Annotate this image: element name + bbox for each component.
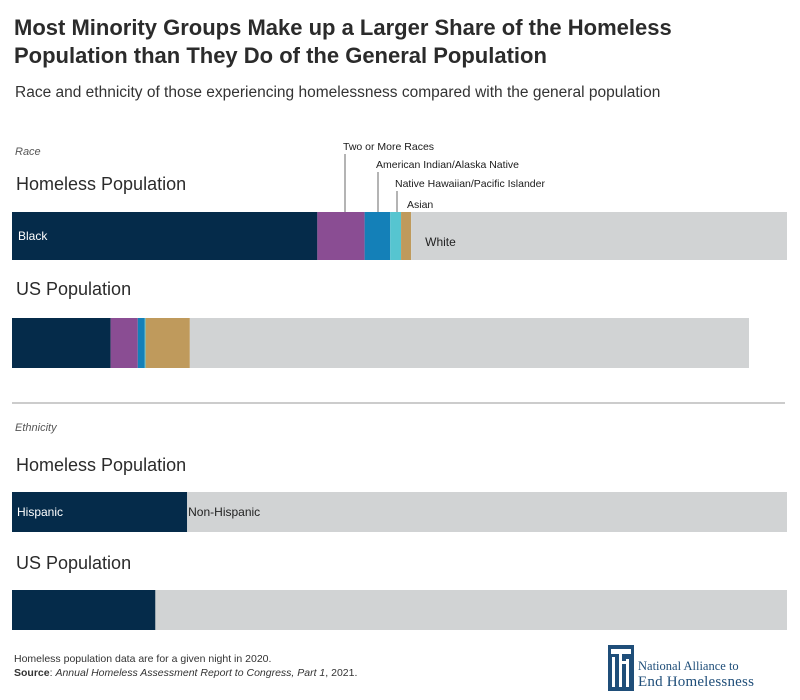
bar-segment-homeless-population-asian: [401, 212, 412, 260]
source-label: Source: [14, 667, 50, 679]
source-year: , 2021.: [325, 667, 358, 679]
source-title: Annual Homeless Assessment Report to Con…: [55, 667, 326, 679]
bar-segment-us-population-white: [189, 318, 749, 368]
section-label-race: Race: [15, 146, 41, 158]
bar-segment-homeless-population-native-hawaiian-pacific-islander: [390, 212, 402, 260]
callout-label-american-indian-alaska-native: American Indian/Alaska Native: [376, 159, 519, 171]
bar-segment-homeless-population-american-indian-alaska-native: [364, 212, 391, 260]
bar-segment-homeless-population-white: [411, 212, 787, 260]
bar-segment-us-population-asian: [145, 318, 190, 368]
chart-title: Most Minority Groups Make up a Larger Sh…: [14, 15, 672, 68]
bar-segment-us-population-native-hawaiian-pacific-islander: [144, 318, 146, 368]
segment-label-non-hispanic: Non-Hispanic: [188, 505, 260, 519]
segment-label-black: Black: [18, 229, 48, 243]
row-label-homeless-population: Homeless Population: [16, 455, 186, 475]
bar-segment-us-population-hispanic: [12, 590, 156, 630]
bar-segment-homeless-population-non-hispanic: [187, 492, 787, 532]
row-label-us-population: US Population: [16, 279, 131, 299]
source-colon: :: [49, 667, 56, 679]
bar-segment-us-population-american-indian-alaska-native: [137, 318, 145, 368]
bar-segment-homeless-population-hispanic: [12, 492, 188, 532]
footer-note: Homeless population data are for a given…: [14, 653, 272, 665]
logo-text-line1: National Alliance to: [638, 659, 739, 673]
chart-subtitle: Race and ethnicity of those experiencing…: [15, 84, 661, 101]
segment-label-hispanic: Hispanic: [17, 505, 63, 519]
footer-source: Source: Annual Homeless Assessment Repor…: [14, 666, 357, 680]
bar-segment-us-population-two-or-more-races: [110, 318, 138, 368]
section-label-ethnicity: Ethnicity: [15, 422, 58, 434]
callout-label-asian: Asian: [407, 199, 433, 211]
organization-logo: National Alliance to End Homelessness: [607, 645, 792, 691]
row-label-homeless-population: Homeless Population: [16, 174, 186, 194]
callout-label-native-hawaiian-pacific-islander: Native Hawaiian/Pacific Islander: [395, 178, 545, 190]
bar-segment-homeless-population-two-or-more-races: [317, 212, 365, 260]
bar-segment-us-population-non-hispanic: [155, 590, 787, 630]
footer: Homeless population data are for a given…: [14, 652, 357, 680]
segment-label-white: White: [425, 235, 456, 249]
logo-building-icon: [608, 645, 634, 691]
bar-segment-homeless-population-black: [12, 212, 318, 260]
logo-text-line2: End Homelessness: [638, 674, 755, 690]
bar-segment-us-population-black: [12, 318, 111, 368]
callout-label-two-or-more-races: Two or More Races: [343, 141, 434, 153]
stacked-bar-chart: Race Homeless Population US Population Ethn…: [12, 141, 787, 630]
row-label-us-population: US Population: [16, 553, 131, 573]
